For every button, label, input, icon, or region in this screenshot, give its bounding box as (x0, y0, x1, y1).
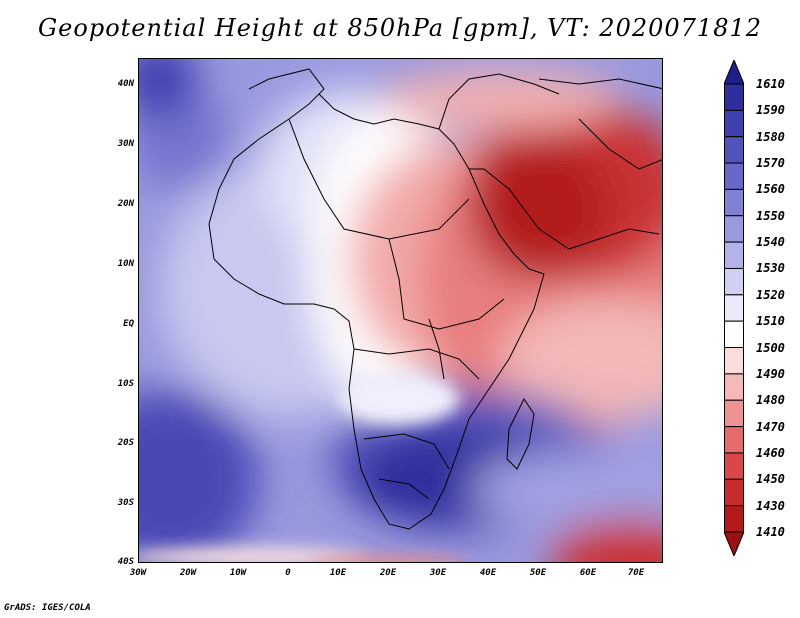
colorbar-level-label: 1450 (756, 472, 785, 487)
lat-label-20n: 20N (117, 199, 134, 209)
colorbar-level-label: 1590 (756, 103, 785, 118)
lat-label-40s: 40S (117, 557, 134, 567)
colorbar-swatch (724, 478, 744, 507)
colorbar-level-label: 1570 (756, 156, 785, 171)
colorbar-level-label: 1560 (756, 182, 785, 197)
lon-label-20w: 20W (179, 568, 197, 578)
colorbar-level-label: 1480 (756, 393, 785, 408)
colorbar-swatch (724, 373, 744, 401)
lon-label-20e: 20E (379, 568, 397, 578)
colorbar-swatch (724, 320, 744, 349)
colorbar-level-label: 1550 (756, 208, 785, 223)
colorbar-level-label: 1470 (756, 419, 785, 434)
asia-border (538, 78, 662, 90)
madagascar (506, 398, 535, 470)
geopotential-field (139, 59, 662, 562)
colorbar-level-label: 1460 (756, 445, 785, 460)
colorbar-swatch (724, 241, 744, 269)
colorbar-swatch (724, 215, 744, 243)
colorbar-level-label: 1510 (756, 314, 785, 329)
colorbar-swatch (724, 452, 744, 480)
lon-label-70e: 70E (627, 568, 645, 578)
africa-coast (208, 68, 545, 530)
colorbar-level-label: 1490 (756, 366, 785, 381)
colorbar-bottom-arrow (724, 531, 744, 556)
border-1 (288, 118, 470, 240)
field-blob (499, 299, 662, 419)
lon-label-50e: 50E (529, 568, 547, 578)
lat-label-10n: 10N (117, 259, 134, 269)
colorbar-swatch (724, 188, 744, 217)
colorbar-swatch (724, 426, 744, 454)
map-panel (138, 58, 663, 563)
rift-lakes (428, 318, 445, 380)
lon-label-60e: 60E (579, 568, 597, 578)
colorbar-top-arrow (724, 60, 744, 85)
lon-label-0: 0 (285, 568, 291, 578)
lon-label-10e: 10E (329, 568, 347, 578)
colorbar-level-label: 1520 (756, 287, 785, 302)
colorbar-swatch (724, 505, 744, 533)
field-blob (311, 556, 467, 562)
border-2 (388, 238, 505, 330)
colorbar-level-label: 1610 (756, 77, 785, 91)
colorbar-swatch (724, 109, 744, 138)
colorbar-level-label: 1530 (756, 261, 785, 276)
field-blob (549, 519, 662, 562)
border-3 (353, 348, 480, 380)
lat-label-eq: EQ (123, 319, 134, 329)
lat-label-40n: 40N (117, 79, 134, 89)
lat-label-10s: 10S (117, 379, 134, 389)
field-blob (379, 69, 619, 129)
field-blob (139, 59, 199, 119)
coastlines (208, 68, 662, 530)
lat-label-30n: 30N (117, 139, 134, 149)
border-4 (363, 433, 450, 470)
lon-label-10w: 10W (229, 568, 247, 578)
lon-label-30e: 30E (429, 568, 447, 578)
lon-label-40e: 40E (479, 568, 497, 578)
lon-label-30w: 30W (129, 568, 147, 578)
colorbar-swatch (724, 399, 744, 428)
lat-label-20s: 20S (117, 438, 134, 448)
colorbar-swatch (724, 83, 744, 111)
colorbar (724, 60, 744, 556)
colorbar-swatch (724, 294, 744, 322)
lat-label-30s: 30S (117, 498, 134, 508)
colorbar-level-label: 1580 (756, 129, 785, 144)
colorbar-level-label: 1410 (756, 525, 785, 539)
colorbar-swatch (724, 347, 744, 375)
mediterranean-east (438, 73, 560, 130)
border-5 (378, 478, 430, 500)
field-blob (139, 547, 369, 562)
arabian-coast (469, 168, 660, 250)
colorbar-swatch (724, 267, 744, 296)
colorbar-level-label: 1430 (756, 498, 785, 513)
colorbar-level-label: 1500 (756, 340, 785, 355)
grads-credit: GrADS: IGES/COLA (4, 603, 91, 613)
map-title: Geopotential Height at 850hPa [gpm], VT:… (38, 14, 762, 42)
colorbar-swatch (724, 162, 744, 190)
field-blob (469, 139, 609, 279)
colorbar-level-label: 1540 (756, 235, 785, 250)
field-blob (139, 389, 259, 562)
colorbar-swatch (724, 136, 744, 164)
field-blob (339, 374, 459, 424)
asia-border-2 (578, 118, 662, 170)
